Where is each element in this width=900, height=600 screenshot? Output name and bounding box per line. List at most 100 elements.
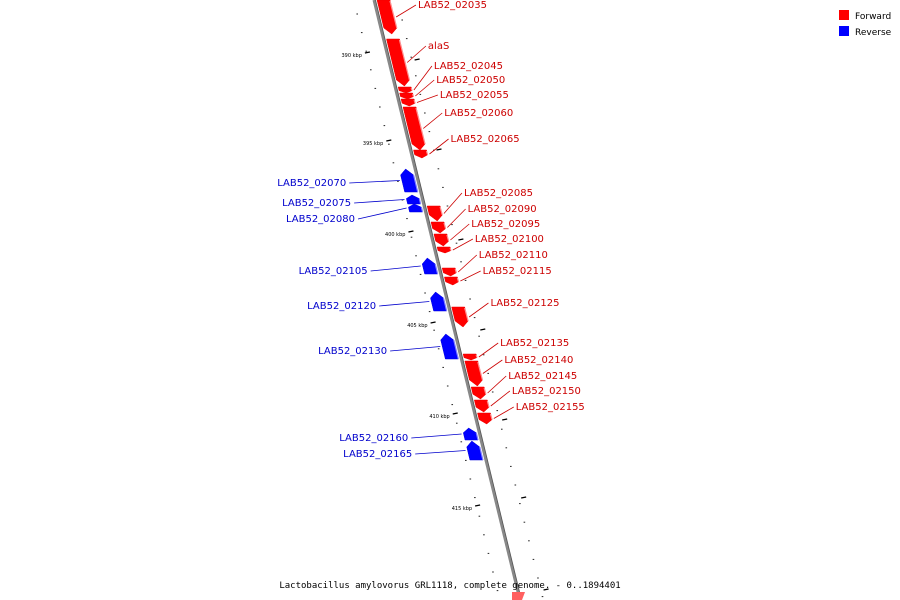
- reverse-leader: [370, 265, 421, 272]
- reverse-gene-label: LAB52_02075: [282, 198, 351, 209]
- forward-gene-label: LAB52_02060: [444, 108, 513, 119]
- forward-gene-label: LAB52_02095: [471, 219, 540, 230]
- reverse-gene: [408, 203, 423, 213]
- forward-gene: [402, 106, 426, 151]
- gene-highlight: [477, 361, 484, 381]
- gene-highlight: [486, 400, 490, 408]
- forward-leader: [447, 208, 466, 228]
- forward-gene: [464, 360, 483, 387]
- forward-leader: [423, 112, 443, 129]
- reverse-gene: [421, 257, 438, 275]
- gene-highlight: [415, 107, 426, 145]
- scale-label: 390 kbp: [342, 53, 362, 59]
- gene-highlight: [389, 0, 398, 29]
- forward-gene-partial: [512, 592, 525, 600]
- forward-gene-label: LAB52_02065: [451, 134, 520, 145]
- forward-gene-label: LAB52_02110: [479, 250, 548, 261]
- reverse-gene-label: LAB52_02105: [299, 266, 368, 277]
- scale-label: 415 kbp: [452, 506, 472, 512]
- forward-gene: [426, 205, 443, 222]
- forward-gene: [430, 221, 446, 234]
- gene-highlight: [446, 234, 450, 242]
- genome-backbone-shadow: [375, 0, 522, 600]
- reverse-gene-label: LAB52_02130: [318, 346, 387, 357]
- forward-gene-label: LAB52_02045: [434, 61, 503, 72]
- major-tick: [480, 328, 486, 331]
- major-tick: [430, 321, 436, 324]
- scale-label: 405 kbp: [407, 323, 427, 329]
- reverse-leader: [411, 433, 462, 439]
- forward-gene: [451, 306, 469, 328]
- gene-highlight: [479, 446, 484, 461]
- forward-leader: [395, 4, 417, 18]
- forward-gene: [397, 86, 413, 94]
- reverse-gene: [406, 194, 421, 205]
- forward-leader: [482, 359, 503, 374]
- reverse-gene-label: LAB52_02165: [343, 449, 412, 460]
- forward-leader: [493, 406, 514, 419]
- gene-highlight: [398, 39, 411, 81]
- forward-gene-label: LAB52_02155: [516, 402, 585, 413]
- gene-highlight: [439, 206, 443, 216]
- major-tick: [408, 230, 414, 233]
- tick-marks: [356, 13, 549, 598]
- forward-gene-label: LAB52_02135: [500, 338, 569, 349]
- major-tick: [414, 58, 420, 61]
- reverse-gene: [400, 168, 419, 193]
- forward-gene-label: LAB52_02150: [512, 386, 581, 397]
- gene-highlight: [410, 87, 413, 91]
- forward-gene-label: LAB52_02140: [504, 355, 573, 366]
- gene-highlight: [418, 198, 422, 205]
- reverse-leader: [354, 199, 405, 204]
- gene-highlight: [464, 307, 469, 322]
- major-tick: [364, 51, 371, 54]
- forward-leader: [452, 238, 474, 251]
- gene-highlight: [413, 99, 416, 104]
- gene-highlight: [454, 268, 457, 273]
- forward-leader: [415, 79, 435, 97]
- scale-label: 400 kbp: [385, 232, 405, 238]
- forward-gene-label: LAB52_02115: [483, 266, 552, 277]
- forward-gene-label: LAB52_02035: [418, 0, 487, 11]
- forward-gene: [462, 353, 478, 361]
- forward-gene: [477, 412, 493, 425]
- major-tick: [436, 148, 442, 151]
- reverse-gene: [466, 440, 484, 461]
- gene-highlight: [456, 277, 460, 282]
- forward-gene: [399, 92, 414, 100]
- reverse-gene-label: LAB52_02120: [307, 301, 376, 312]
- gene-highlight: [483, 387, 487, 395]
- gene-highlight: [412, 93, 415, 97]
- gene-highlight: [489, 413, 493, 420]
- gene-labels: LAB52_02035 alaS LAB52_02045 LAB52_02050 LAB…: [277, 0, 585, 460]
- major-tick: [474, 504, 481, 507]
- gene-highlight: [443, 222, 447, 229]
- scale-label: 395 kbp: [363, 141, 383, 147]
- gene-highlight: [434, 263, 439, 275]
- forward-leader: [457, 254, 478, 273]
- forward-gene: [441, 267, 457, 277]
- reverse-leader: [415, 450, 466, 455]
- forward-gene-label: LAB52_02050: [436, 75, 505, 86]
- forward-leader: [490, 390, 511, 407]
- forward-leader: [406, 45, 427, 63]
- forward-gene-label: alaS: [428, 41, 449, 52]
- legend: Forward Reverse: [839, 10, 892, 38]
- forward-leader: [478, 342, 499, 358]
- forward-gene-label: LAB52_02055: [440, 90, 509, 101]
- forward-gene: [413, 149, 428, 159]
- forward-gene-label: LAB52_02085: [464, 188, 533, 199]
- forward-gene-label: LAB52_02090: [468, 204, 537, 215]
- reverse-leader: [379, 301, 430, 307]
- forward-gene-label: LAB52_02145: [508, 371, 577, 382]
- scale-labels: 390 kbp 395 kbp 400 kbp 405 kbp 410 kbp 415 k…: [342, 53, 473, 512]
- reverse-gene: [430, 291, 447, 312]
- forward-gene: [433, 233, 449, 247]
- major-tick: [386, 139, 392, 142]
- forward-leader: [450, 223, 470, 241]
- reverse-gene: [440, 333, 459, 360]
- major-tick: [502, 418, 508, 421]
- reverse-gene: [463, 427, 479, 441]
- forward-leader: [487, 375, 507, 394]
